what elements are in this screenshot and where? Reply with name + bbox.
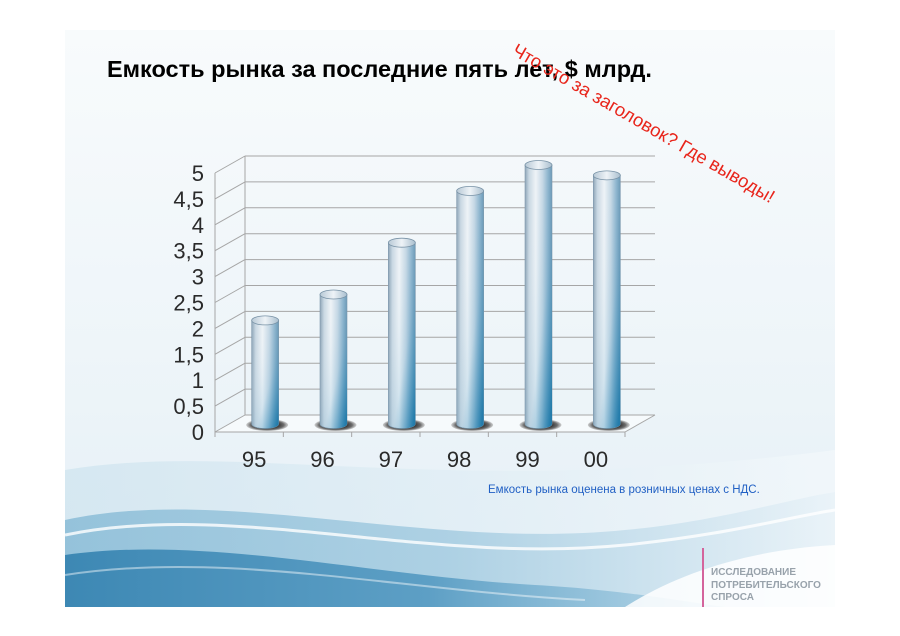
- brand-block: ИССЛЕДОВАНИЕ ПОТРЕБИТЕЛЬСКОГО СПРОСА: [711, 567, 821, 605]
- background-wave: [625, 545, 835, 607]
- brand-divider: [702, 548, 704, 607]
- slide-background: [65, 30, 835, 607]
- background-wave: [65, 549, 725, 607]
- brand-line: СПРОСА: [711, 592, 754, 603]
- chart-footnote: Емкость рынка оценена в розничных ценах …: [488, 484, 760, 496]
- slide: [65, 30, 835, 607]
- brand-line: ПОТРЕБИТЕЛЬСКОГО: [711, 579, 821, 591]
- slide-title: Емкость рынка за последние пять лет, $ м…: [107, 56, 652, 82]
- brand-line: ИССЛЕДОВАНИЕ: [711, 567, 796, 578]
- background-wave-highlight: [65, 508, 835, 551]
- background-wave-highlight: [65, 565, 586, 601]
